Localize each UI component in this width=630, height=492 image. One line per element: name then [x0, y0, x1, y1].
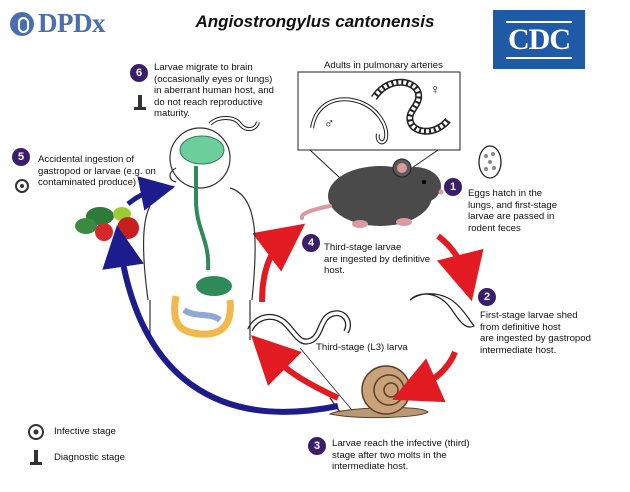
step-4-text: Third-stage larvae are ingested by defini… [324, 242, 431, 277]
legend-infective-label: Infective stage [54, 426, 116, 437]
first-stage-larva [409, 293, 475, 328]
arrow-snail-to-human [102, 225, 339, 415]
step-6-text: Larvae migrate to brain (occasionally eye… [154, 62, 275, 120]
step-5-badge: 5 [12, 148, 30, 166]
microscope-icon [30, 450, 42, 465]
arrow-snail-to-l3 [251, 335, 340, 401]
intestine [171, 295, 234, 338]
step-1-badge: 1 [444, 178, 462, 196]
step-4-badge: 4 [302, 234, 320, 252]
stomach [196, 276, 232, 296]
l3-larva-label: Third-stage (L3) larva [316, 342, 408, 353]
rat-illustration [299, 158, 444, 228]
step-3-badge: 3 [308, 437, 326, 455]
male-symbol: ♂ [324, 115, 335, 131]
dpdx-logo-text: DPDx [38, 8, 106, 38]
arrow-rat-to-larva [436, 233, 484, 302]
brain [179, 135, 225, 165]
step-2-badge: 2 [478, 288, 496, 306]
contaminated-produce [75, 207, 139, 241]
step-6-badge: 6 [130, 64, 148, 82]
snail-illustration [328, 365, 429, 419]
arrow-larva-to-snail [392, 350, 458, 403]
cdc-logo: CDC [493, 10, 585, 69]
diagram-title: Angiostrongylus cantonensis [195, 12, 435, 31]
arrow-l3-to-rat [252, 223, 306, 303]
biohazard-icon [28, 424, 44, 440]
step-5-text: Accidental ingestion of gastropod or larv… [38, 154, 156, 189]
microscope-icon [134, 95, 146, 110]
legend-diagnostic-label: Diagnostic stage [54, 452, 125, 463]
biohazard-icon [15, 179, 29, 193]
dpdx-logo-icon [10, 11, 34, 36]
dpdx-logo: DPDx [10, 8, 106, 39]
adults-caption: Adults in pulmonary arteries [324, 60, 443, 71]
step-1-text: Eggs hatch in the lungs, and first-stage … [468, 188, 558, 234]
female-symbol: ♀ [430, 81, 441, 97]
esophagus [194, 166, 211, 271]
arrow-produce-to-human [126, 176, 176, 211]
step-3-text: Larvae reach the infective (third) stage … [332, 438, 470, 473]
step-2-text: First-stage larvae shed from definitive h… [480, 310, 591, 356]
